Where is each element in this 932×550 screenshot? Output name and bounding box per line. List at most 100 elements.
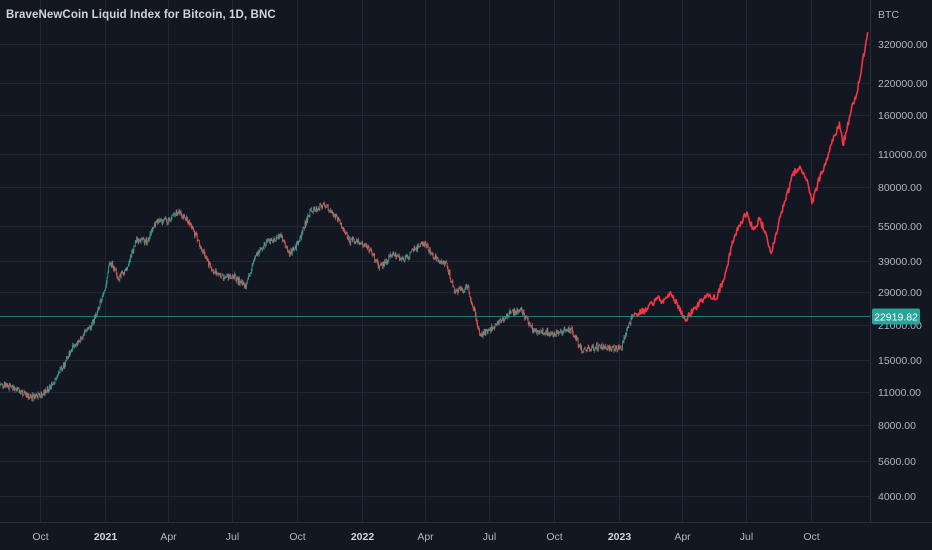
candle-body — [598, 345, 599, 350]
candle-body — [248, 275, 250, 277]
candle-body — [339, 220, 341, 224]
candle-body — [90, 327, 92, 329]
candle-body — [468, 286, 470, 292]
candle-body — [64, 364, 66, 367]
candle-body — [446, 261, 447, 263]
candle-body — [483, 331, 485, 335]
candle-body — [378, 265, 380, 269]
candle-body — [566, 329, 568, 330]
candle-body — [623, 337, 625, 343]
candle-body — [397, 255, 399, 257]
candle-body — [137, 237, 138, 241]
candle-body — [521, 308, 523, 312]
candle-body — [253, 259, 255, 261]
candle-body — [372, 253, 374, 255]
candle-body — [469, 291, 471, 297]
candle-body — [18, 387, 19, 389]
candle-body — [371, 250, 373, 254]
candle-body — [122, 272, 123, 274]
candle-body — [586, 347, 588, 352]
candle-body — [158, 219, 160, 222]
candle-body — [11, 385, 12, 387]
candle-body — [277, 234, 279, 238]
candle-body — [2, 384, 4, 388]
candle-body — [386, 259, 387, 263]
candle-body — [538, 331, 540, 335]
candle-body — [401, 258, 402, 260]
candle-body — [20, 390, 21, 393]
candle-body — [246, 279, 248, 284]
candle-body — [297, 241, 299, 245]
grid-layer — [0, 0, 870, 522]
candle-body — [467, 286, 469, 288]
candle-body — [432, 253, 434, 259]
candle-body — [256, 254, 257, 256]
candle-body — [273, 237, 275, 242]
candle-body — [206, 257, 208, 260]
candle-body — [558, 332, 560, 335]
candle-body — [77, 340, 78, 345]
candle-body — [39, 395, 41, 397]
candle-body — [527, 318, 529, 323]
candle-body — [160, 219, 162, 221]
candle-body — [1, 384, 3, 386]
candle-body — [269, 239, 271, 244]
candle-body — [279, 236, 280, 239]
candle-body — [408, 257, 410, 259]
candle-body — [582, 351, 583, 353]
candle-body — [234, 274, 236, 277]
time-tick-label: Jul — [483, 531, 496, 543]
candle-body — [218, 273, 219, 274]
price-axis[interactable]: 320000.00 220000.00 160000.00 110000.00 8000… — [878, 39, 928, 503]
price-tick-label: 11000.00 — [878, 387, 921, 399]
candle-body — [295, 245, 297, 249]
candle-body — [45, 389, 47, 392]
candle-body — [284, 239, 285, 244]
candle-body — [391, 255, 393, 257]
candle-body — [103, 292, 104, 296]
candle-body — [458, 287, 460, 289]
candle-body — [515, 310, 517, 314]
candle-body — [252, 263, 254, 265]
candle-body — [618, 345, 620, 349]
candle-body — [589, 347, 590, 351]
candle-body — [65, 361, 66, 365]
candle-body — [115, 269, 116, 271]
candle-body — [98, 307, 100, 310]
candle-body — [310, 208, 312, 212]
candle-body — [557, 332, 559, 334]
candle-body — [80, 337, 81, 343]
candle-body — [120, 273, 122, 278]
candle-body — [37, 393, 39, 398]
candle-body — [244, 283, 245, 288]
candle-body — [31, 398, 33, 400]
candle-body — [187, 217, 188, 221]
candle-body — [608, 346, 610, 351]
candle-body — [258, 251, 260, 255]
candle-body — [391, 256, 392, 257]
time-axis[interactable]: Oct 2021 Apr Jul Oct 2022 Apr Jul Oct 2023 Apr Jul O… — [32, 531, 819, 543]
candle-body — [524, 313, 525, 319]
candle-body — [215, 270, 216, 273]
candle-body — [470, 296, 471, 300]
candle-body — [585, 349, 587, 351]
candle-body — [522, 311, 523, 315]
candle-body — [329, 210, 331, 211]
candle-body — [219, 273, 221, 275]
candle-body — [129, 260, 130, 264]
candle-body — [165, 218, 167, 220]
candle-body — [560, 329, 562, 334]
candle-body — [363, 244, 365, 246]
candle-body — [466, 285, 468, 288]
candle-body — [46, 391, 47, 393]
candle-body — [616, 347, 618, 350]
candle-body — [317, 208, 319, 210]
candle-body — [122, 273, 124, 275]
candle-body — [57, 375, 59, 377]
candle-body — [265, 241, 267, 246]
candle-body — [16, 388, 18, 391]
candle-body — [69, 351, 71, 356]
candle-body — [308, 216, 310, 218]
